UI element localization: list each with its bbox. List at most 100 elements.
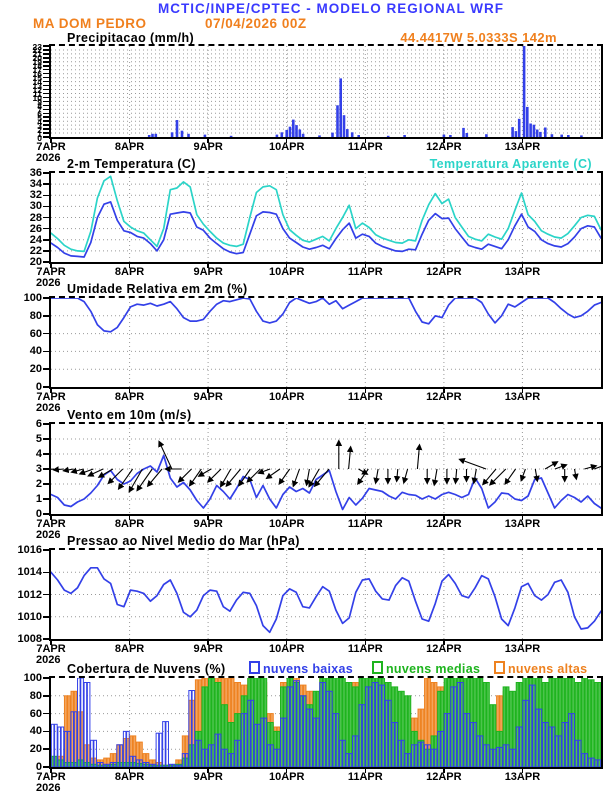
y-tick-mark [43,227,49,230]
x-tick-mark [443,139,445,143]
y-tick-label: 8 [37,100,42,111]
x-tick-label: 11APR [347,141,383,153]
x-tick-mark [521,769,524,773]
station-name: MA DOM PEDRO [33,16,147,31]
y-tick-label: 100 [23,292,42,304]
x-tick-label: 12APR [426,141,462,153]
precipitation-plot-area [49,44,603,139]
x-tick-label: 10APR [268,391,305,403]
x-tick-label: 8APR [114,391,145,403]
x-tick-mark [128,769,131,773]
x-axis-year-label: 2026 [36,782,61,792]
x-tick-label: 7APR [36,771,66,783]
y-tick-label: 19 [32,57,42,68]
y-tick-mark [43,92,49,95]
y-tick-label: 9 [37,96,42,107]
y-tick-label: 17 [32,65,42,76]
y-tick-label: 0 [35,761,42,773]
y-tick-label: 5 [37,112,42,123]
x-tick-mark [128,516,131,520]
y-tick-label: 4 [35,448,42,460]
x-tick-mark [207,264,209,268]
x-tick-mark [128,139,131,143]
y-tick-mark [43,297,49,299]
y-tick-label: 18 [32,61,42,72]
x-tick-mark [443,641,445,645]
y-tick-mark [43,112,49,114]
y-tick-label: 0 [35,381,42,393]
y-tick-label: 32 [29,189,42,202]
x-tick-mark [521,264,524,268]
y-tick-label: 20 [29,363,42,376]
legend-label-high-clouds: nuvens altas [508,662,588,677]
humidity-chart [51,298,601,387]
station-coordinates: 44.4417W 5.0333S 142m [400,30,557,45]
y-tick-label: 4 [37,116,42,127]
y-tick-label: 22 [32,45,42,56]
wind-plot-area [49,422,603,516]
y-tick-label: 2 [35,478,42,490]
x-tick-label: 13APR [504,518,541,530]
y-tick-mark [43,712,49,715]
x-tick-label: 13APR [504,266,541,278]
clouds-title: Cobertura de Nuvens (%) [66,662,227,677]
y-tick-label: 20 [29,743,42,756]
y-tick-label: 6 [37,108,42,119]
x-tick-label: 8APR [114,141,145,153]
y-tick-label: 22 [29,244,42,257]
x-tick-mark [364,389,367,393]
y-tick-mark [43,368,49,370]
y-tick-label: 0 [37,132,42,143]
y-tick-label: 2 [37,124,42,135]
x-tick-label: 10APR [268,266,305,278]
y-tick-label: 5 [35,433,42,445]
y-tick-mark [43,350,49,353]
legend-item-high-clouds: nuvens altas [494,661,588,677]
y-tick-mark [43,108,49,111]
humidity-plot-area [49,296,603,389]
y-tick-mark [43,498,49,500]
y-tick-mark [43,49,49,51]
legend-item-mid-clouds: nuvens medias [372,661,481,677]
y-tick-label: 0 [35,508,42,520]
y-tick-mark [43,468,49,470]
y-tick-label: 40 [29,345,42,358]
y-tick-mark [43,239,49,241]
x-tick-label: 9APR [193,518,223,530]
x-tick-label: 13APR [504,771,541,783]
y-tick-label: 1016 [17,544,42,556]
x-tick-label: 9APR [193,771,223,783]
x-tick-mark [364,139,367,143]
x-tick-mark [364,264,367,268]
x-tick-label: 9APR [193,391,223,403]
y-tick-mark [43,88,49,91]
x-tick-mark [207,641,209,645]
y-tick-label: 1010 [17,610,42,623]
x-axis-year-label: 2026 [36,402,61,414]
y-tick-label: 11 [33,88,42,99]
x-tick-label: 11APR [347,771,383,783]
x-tick-label: 10APR [268,141,305,153]
x-tick-mark [364,516,367,520]
pressure-chart [51,550,601,639]
x-tick-label: 11APR [347,391,383,403]
x-tick-label: 13APR [504,141,541,153]
y-tick-mark [43,216,49,219]
y-tick-label: 20 [29,256,42,268]
x-tick-mark [50,641,52,645]
clouds-plot-area [49,676,603,769]
y-tick-mark [43,80,49,83]
x-tick-label: 8APR [114,518,145,530]
x-tick-mark [443,769,445,773]
x-tick-mark [285,264,288,268]
y-tick-mark [43,423,49,425]
high-clouds-swatch-icon [494,661,505,674]
clouds-chart [51,678,601,767]
x-tick-mark [521,139,524,143]
y-tick-label: 80 [29,689,42,702]
y-tick-label: 26 [29,222,42,235]
y-tick-mark [43,61,49,63]
y-tick-mark [43,386,49,388]
wind-chart [51,424,601,514]
y-tick-mark [43,194,49,196]
